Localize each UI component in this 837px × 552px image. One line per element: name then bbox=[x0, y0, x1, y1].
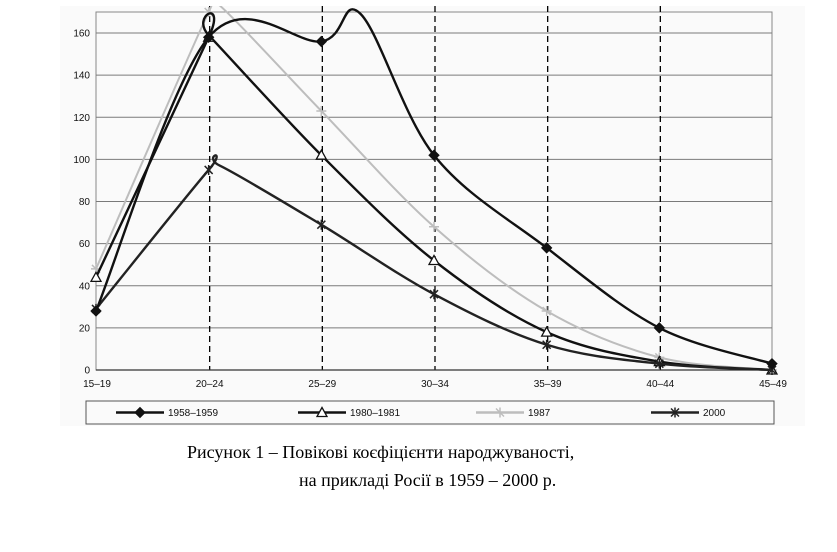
data-point-marker bbox=[316, 105, 327, 116]
data-point-marker bbox=[540, 325, 553, 337]
series-line-1987 bbox=[95, 6, 773, 371]
data-point-marker bbox=[429, 289, 439, 300]
data-point-marker bbox=[427, 254, 441, 266]
x-tick-label: 35–39 bbox=[534, 379, 562, 390]
data-point-marker bbox=[428, 149, 440, 161]
plot-area bbox=[95, 11, 773, 371]
y-tick-label: 60 bbox=[79, 239, 91, 250]
x-tick-label: 25–29 bbox=[308, 379, 336, 390]
data-point-marker bbox=[429, 221, 439, 232]
legend-label: 2000 bbox=[703, 408, 726, 419]
legend-box bbox=[85, 400, 775, 425]
legend-label: 1987 bbox=[528, 408, 551, 419]
x-tick-label: 30–34 bbox=[421, 379, 449, 390]
y-tick-label: 20 bbox=[79, 323, 91, 334]
data-point-marker bbox=[540, 242, 553, 254]
data-point-marker bbox=[766, 357, 778, 370]
data-point-marker bbox=[653, 322, 666, 334]
y-tick-label: 0 bbox=[84, 366, 90, 377]
y-tick-label: 140 bbox=[73, 71, 90, 82]
chart-svg: 0 20 40 60 80 100 120 140 160 15–19 20–24 25–29 30–3… bbox=[73, 6, 787, 425]
figure-caption-line-2: на прикладі Росії в 1959 – 2000 р. bbox=[299, 470, 557, 490]
fertility-chart: 0 20 40 60 80 100 120 140 160 15–19 20–24 25–29 30–3… bbox=[60, 6, 805, 426]
data-point-marker bbox=[654, 358, 664, 369]
legend-label: 1958–1959 bbox=[168, 408, 218, 419]
data-point-marker bbox=[90, 305, 102, 317]
x-tick-label: 15–19 bbox=[83, 379, 111, 390]
y-tick-label: 100 bbox=[73, 155, 90, 166]
y-tick-label: 80 bbox=[79, 197, 91, 208]
legend-marker bbox=[495, 407, 505, 418]
legend-marker bbox=[315, 406, 329, 418]
data-point-marker bbox=[542, 339, 552, 350]
figure-caption-line-1: Рисунок 1 – Повікові коєфіцієнти народжу… bbox=[187, 442, 575, 462]
y-tick-label: 40 bbox=[79, 281, 91, 292]
series-line-1980–1981 bbox=[94, 12, 773, 372]
data-point-marker bbox=[541, 306, 552, 317]
x-tick-label: 45–49 bbox=[759, 379, 787, 390]
data-point-marker bbox=[316, 219, 326, 230]
y-tick-label: 120 bbox=[73, 113, 90, 124]
x-tick-label: 40–44 bbox=[646, 379, 674, 390]
data-point-marker bbox=[315, 148, 328, 160]
legend-marker bbox=[134, 406, 146, 419]
data-point-marker bbox=[89, 271, 103, 282]
data-point-marker bbox=[204, 164, 214, 175]
x-tick-label: 20–24 bbox=[196, 379, 224, 390]
series-line-1958–1959 bbox=[94, 8, 773, 365]
data-point-marker bbox=[315, 35, 328, 48]
data-point-marker bbox=[202, 31, 215, 43]
y-tick-label: 160 bbox=[73, 29, 90, 40]
legend-marker bbox=[670, 407, 680, 418]
legend-label: 1980–1981 bbox=[350, 408, 400, 419]
